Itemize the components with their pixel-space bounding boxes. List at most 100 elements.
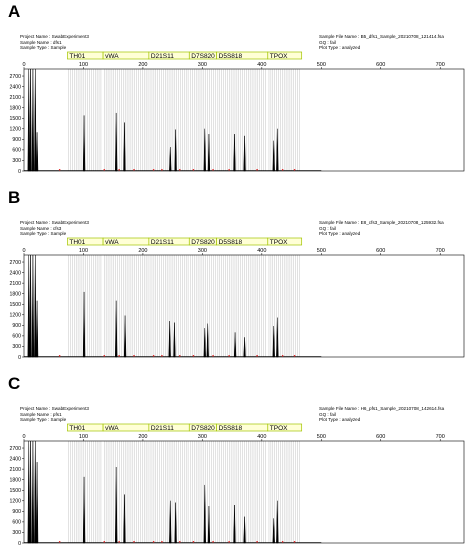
size-standard-mark — [118, 169, 120, 171]
size-standard-mark — [152, 355, 155, 357]
peak — [243, 135, 246, 172]
marker-bin — [190, 255, 216, 357]
peak — [29, 440, 32, 544]
peak — [206, 323, 209, 358]
size-standard-mark — [212, 169, 214, 171]
size-standard-mark — [192, 169, 195, 171]
electropherogram: TH01 vWA D21S11 D7S820 D5S818 TPOX 0 100 200 300 4… — [9, 237, 465, 361]
peak — [29, 68, 32, 172]
size-standard-mark — [228, 169, 230, 171]
size-standard-mark — [161, 541, 163, 543]
gq-text: GQ : fail — [319, 225, 336, 231]
size-standard-mark — [293, 169, 296, 171]
x-tick-label: 500 — [317, 434, 326, 440]
x-tick-label: 700 — [436, 62, 445, 68]
x-tick-label: 200 — [138, 248, 147, 254]
marker-label: D21S11 — [151, 53, 174, 60]
y-tick-label: 0 — [18, 169, 21, 175]
size-standard-mark — [212, 355, 214, 357]
peak — [27, 254, 30, 358]
marker-label: D7S820 — [191, 53, 215, 60]
peak — [276, 128, 279, 172]
size-standard-mark — [228, 355, 230, 357]
peak — [123, 315, 127, 358]
marker-bin — [268, 255, 300, 357]
marker-bin — [190, 441, 216, 543]
y-tick-label: 2400 — [9, 270, 21, 276]
x-tick-label: 100 — [79, 434, 88, 440]
x-tick-label: 600 — [376, 62, 385, 68]
marker-label: TH01 — [69, 53, 85, 60]
peak — [115, 467, 118, 544]
project-name-text: Project Name : SwabExperiment3 — [20, 220, 89, 225]
size-standard-mark — [281, 169, 284, 171]
peak — [168, 321, 171, 358]
peak — [174, 502, 177, 544]
plot-type-text: Plot Type : analyzed — [319, 417, 361, 423]
peak — [123, 494, 126, 544]
sample-type-text: Sample Type : Sample — [20, 417, 67, 423]
marker-box — [267, 237, 303, 246]
peak — [173, 322, 176, 358]
sample-file-text: Sample File Name : B5_dfs1_Sample_202107… — [319, 34, 444, 39]
marker-label: TPOX — [270, 425, 288, 432]
x-tick-label: 200 — [138, 434, 147, 440]
size-standard-mark — [152, 169, 155, 171]
size-standard-mark — [161, 355, 163, 357]
marker-label: TH01 — [69, 425, 85, 432]
size-standard-mark — [133, 541, 135, 543]
panel-a: A Project Name : SwabExperiment3 Sample Na… — [0, 0, 474, 184]
marker-bin — [190, 69, 216, 171]
x-tick-label: 200 — [138, 62, 147, 68]
size-standard-mark — [103, 355, 106, 357]
y-tick-label: 300 — [12, 158, 21, 164]
y-tick-label: 2100 — [9, 95, 21, 101]
x-tick-label: 0 — [22, 434, 25, 440]
peak — [35, 300, 39, 358]
x-tick-label: 600 — [376, 248, 385, 254]
size-standard-mark — [103, 541, 106, 543]
marker-box — [267, 423, 303, 432]
y-tick-label: 900 — [12, 509, 21, 515]
panel-c: C Project Name : SwabExperiment3 Sample Na… — [0, 372, 474, 556]
sample-file-text: Sample File Name : E8_cfs3_Sample_202107… — [319, 220, 444, 225]
size-standard-mark — [178, 355, 181, 357]
size-standard-mark — [178, 541, 181, 543]
peak — [203, 484, 206, 544]
size-standard-mark — [161, 169, 163, 171]
sample-name-text: Sample Name : dfs1 — [20, 39, 62, 45]
peak — [272, 326, 275, 358]
y-tick-label: 1800 — [9, 105, 21, 111]
peak — [243, 337, 246, 358]
gq-text: GQ : fail — [319, 39, 336, 45]
marker-bin — [104, 69, 149, 171]
x-tick-label: 0 — [22, 248, 25, 254]
peak — [34, 254, 37, 358]
project-name-text: Project Name : SwabExperiment3 — [20, 34, 89, 39]
y-tick-label: 2700 — [9, 74, 21, 80]
sample-info-left: Project Name : SwabExperiment3 Sample Nam… — [20, 34, 89, 51]
marker-box — [267, 51, 303, 60]
size-standard-mark — [152, 541, 155, 543]
size-standard-mark — [212, 541, 214, 543]
x-tick-label: 100 — [79, 248, 88, 254]
size-standard-mark — [256, 169, 258, 171]
size-standard-mark — [58, 541, 61, 543]
marker-bin — [149, 441, 189, 543]
size-standard-mark — [293, 541, 296, 543]
marker-label: D21S11 — [151, 239, 174, 246]
y-tick-label: 2100 — [9, 281, 21, 287]
marker-bin — [68, 255, 102, 357]
peak — [115, 300, 118, 358]
y-tick-label: 0 — [18, 355, 21, 361]
panel-letter: C — [8, 374, 21, 393]
marker-label: D7S820 — [191, 239, 215, 246]
marker-bin — [268, 69, 300, 171]
size-standard-mark — [133, 169, 135, 171]
marker-label: D21S11 — [151, 425, 174, 432]
peak — [207, 134, 211, 172]
marker-bin — [104, 441, 149, 543]
peak — [27, 440, 30, 544]
sample-info-right: Sample File Name : H6_pfs1_Sample_202107… — [319, 406, 444, 423]
y-tick-label: 2700 — [9, 260, 21, 266]
